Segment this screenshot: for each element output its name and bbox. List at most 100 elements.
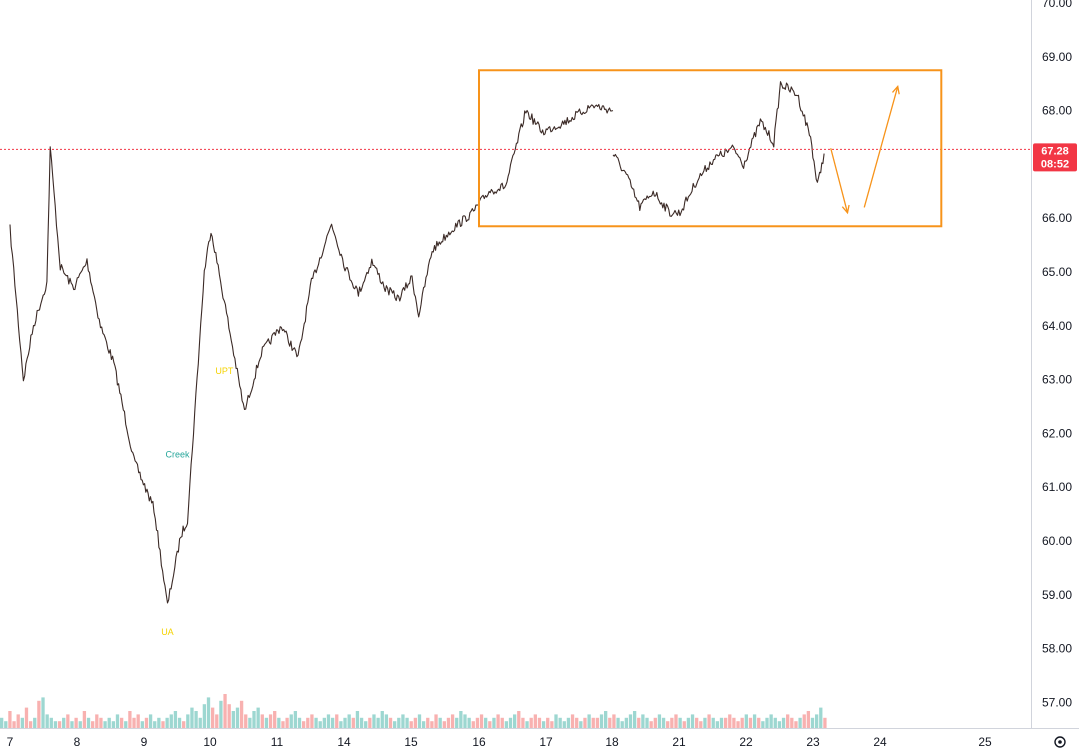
volume-bar <box>446 717 451 728</box>
volume-bar <box>628 714 633 728</box>
volume-bar <box>810 717 815 728</box>
volume-bar <box>488 721 492 728</box>
volume-bar <box>517 711 521 728</box>
volume-bar <box>434 714 438 728</box>
volume-bar <box>504 721 509 728</box>
price-axis[interactable]: 70.0069.0068.0067.0066.0065.0064.0063.00… <box>1042 0 1072 709</box>
price-tick-label: 69.00 <box>1042 50 1072 64</box>
volume-bar <box>752 714 757 728</box>
volume-bar <box>550 721 554 728</box>
volume-bar <box>177 717 182 728</box>
volume-bar <box>484 717 488 728</box>
volume-bar <box>157 717 161 728</box>
volume-bar <box>210 707 215 728</box>
volume-bar <box>409 721 413 728</box>
volume-bar <box>794 721 798 728</box>
volume-bar <box>740 717 744 728</box>
volume-bar <box>273 711 277 728</box>
volume-bar <box>24 707 29 728</box>
volume-bar <box>384 714 389 728</box>
volume-bar <box>761 721 765 728</box>
volume-bar <box>798 717 802 728</box>
up-arrow[interactable] <box>863 86 899 208</box>
volume-bar <box>285 717 289 728</box>
down-arrow[interactable] <box>830 148 849 213</box>
volume-bar <box>442 721 446 728</box>
price-tick-label: 70.00 <box>1042 0 1072 10</box>
volume-bar <box>215 714 219 728</box>
drawings-layer[interactable] <box>478 69 943 228</box>
volume-bar <box>475 717 480 728</box>
volume-bar <box>206 697 211 728</box>
volume-bar <box>393 721 397 728</box>
volume-bar <box>711 717 715 728</box>
volume-bar <box>355 711 360 728</box>
volume-bar <box>765 717 769 728</box>
volume-bar <box>173 711 178 728</box>
volume-bar <box>186 714 190 728</box>
volume-bar <box>165 717 169 728</box>
volume-bar <box>649 721 653 728</box>
volume-bar <box>202 704 207 728</box>
volume-bar <box>703 717 707 728</box>
volume-bar <box>322 717 326 728</box>
volume-bar <box>438 717 442 728</box>
volume-bar <box>28 721 33 728</box>
volume-bar <box>314 717 318 728</box>
volume-bar <box>579 721 583 728</box>
volume-bar <box>806 711 811 728</box>
volume-bar <box>608 717 612 728</box>
volume-bar <box>529 717 533 728</box>
price-tick-label: 61.00 <box>1042 480 1072 494</box>
volume-bar <box>330 717 335 728</box>
settings-gear-icon[interactable] <box>1054 736 1066 748</box>
volume-bar <box>653 717 657 728</box>
price-badge-value: 67.28 <box>1041 145 1069 157</box>
volume-bar <box>723 717 728 728</box>
time-tick-label: 14 <box>337 735 351 749</box>
time-tick-label: 22 <box>739 735 753 749</box>
volume-bar <box>471 721 475 728</box>
volume-bar <box>57 721 62 728</box>
volume-bar <box>786 714 790 728</box>
volume-bar <box>198 717 202 728</box>
volume-bar <box>467 717 471 728</box>
volume-bar <box>153 721 157 728</box>
price-series <box>9 81 825 604</box>
volume-bar <box>459 711 463 728</box>
volume-bar <box>421 721 426 728</box>
volume-bar <box>140 721 144 728</box>
volume-bar <box>790 717 794 728</box>
range-rectangle[interactable] <box>478 69 943 228</box>
volume-bar <box>219 700 223 728</box>
volume-bar <box>719 717 724 728</box>
volume-bar <box>128 711 132 728</box>
volume-bar <box>289 714 293 728</box>
price-badge: 67.28 08:52 <box>1033 143 1077 172</box>
volume-bar <box>227 704 231 728</box>
volume-bar <box>339 721 343 728</box>
volume-bar <box>107 717 111 728</box>
volume-bar <box>686 717 691 728</box>
volume-bar <box>41 697 45 728</box>
volume-bar <box>20 717 24 728</box>
volume-bar <box>235 707 240 728</box>
volume-bar <box>430 721 434 728</box>
volume-bar <box>682 721 686 728</box>
time-axis[interactable]: 7 8 9 10 11 14 15 16 17 18 21 22 23 24 25 <box>7 735 992 749</box>
volume-bar <box>736 721 740 728</box>
volume-bar <box>661 717 666 728</box>
volume-bar <box>293 711 298 728</box>
volume-bar <box>343 717 347 728</box>
volume-bar <box>587 714 591 728</box>
price-tick-label: 65.00 <box>1042 265 1072 279</box>
volume-bar <box>111 721 116 728</box>
volume-bar <box>91 721 95 728</box>
volume-bar <box>182 721 186 728</box>
volume-bar <box>239 700 244 728</box>
volume-bar <box>690 714 695 728</box>
volume-bar <box>426 717 430 728</box>
volume-bar <box>297 717 302 728</box>
